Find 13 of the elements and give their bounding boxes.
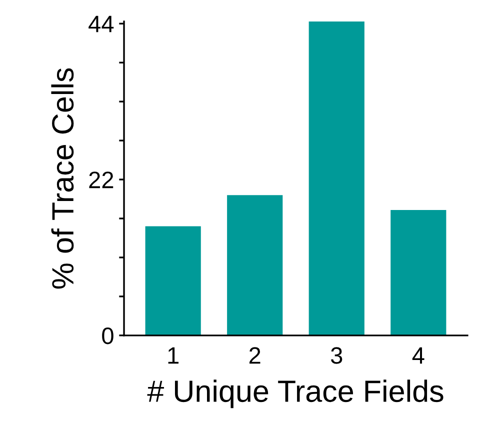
- x-axis-title: # Unique Trace Fields: [147, 380, 444, 408]
- x-tick-label: 2: [249, 347, 260, 364]
- bar: [390, 210, 446, 336]
- y-tick-label: 0: [102, 327, 114, 344]
- bar: [227, 195, 283, 336]
- y-tick-label: 22: [89, 172, 114, 188]
- bar: [308, 22, 364, 336]
- x-tick-label: 4: [412, 347, 424, 364]
- y-tick-label: 44: [88, 16, 114, 32]
- bar: [145, 226, 201, 336]
- y-axis-title: % of Trace Cells: [51, 68, 74, 289]
- x-tick-label: 3: [330, 347, 342, 364]
- x-tick-label: 1: [168, 347, 178, 364]
